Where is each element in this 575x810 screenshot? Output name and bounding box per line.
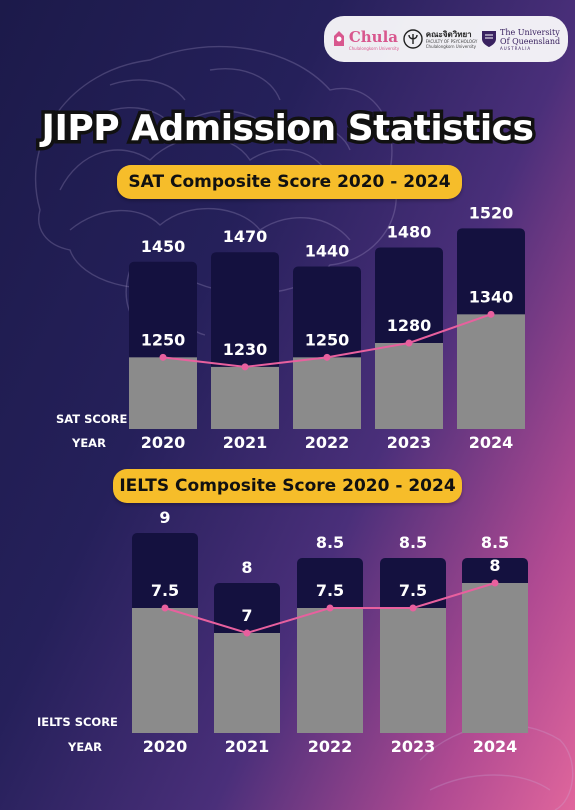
- max-value-label: 8.5: [399, 533, 427, 552]
- y-axis-label: SAT SCORE: [56, 412, 127, 426]
- avg-trend-point: [326, 604, 334, 612]
- avg-trend-point: [405, 339, 413, 347]
- psychology-logo: คณะจิตวิทยา FACULTY OF PSYCHOLOGY Chulal…: [403, 29, 478, 49]
- max-value-label: 8: [241, 558, 252, 577]
- page-title: JIPP Admission Statistics: [38, 105, 537, 153]
- x-axis-label: YEAR: [71, 436, 106, 450]
- avg-value-label: 7.5: [151, 581, 179, 600]
- avg-trend-point: [243, 629, 251, 637]
- year-tick-label: 2021: [223, 433, 268, 452]
- x-axis-label: YEAR: [67, 740, 102, 754]
- max-value-label: 1470: [223, 227, 268, 246]
- avg-bar: [297, 608, 363, 733]
- avg-bar: [214, 633, 280, 733]
- avg-bar: [293, 357, 361, 429]
- avg-value-label: 7.5: [399, 581, 427, 600]
- avg-trend-point: [241, 363, 249, 371]
- avg-bar: [375, 343, 443, 429]
- avg-value-label: 1340: [469, 287, 514, 306]
- psi-emblem-icon: [403, 29, 423, 49]
- chula-name: Chula: [348, 27, 398, 46]
- psychology-name: คณะจิตวิทยา: [425, 29, 472, 39]
- avg-value-label: 7.5: [316, 581, 344, 600]
- avg-trend-point: [159, 353, 167, 361]
- avg-bar: [132, 608, 198, 733]
- uq-crest-icon: [482, 31, 497, 47]
- chula-subtitle: Chulalongkorn University: [348, 45, 400, 51]
- max-value-label: 1440: [305, 242, 350, 261]
- y-axis-label: IELTS SCORE: [37, 715, 118, 729]
- avg-bar: [211, 366, 279, 429]
- avg-trend-point: [323, 353, 331, 361]
- avg-bar: [129, 357, 197, 429]
- max-value-label: 1480: [387, 222, 432, 241]
- year-tick-label: 2022: [308, 737, 353, 756]
- avg-trend-point: [487, 310, 495, 318]
- year-tick-label: 2024: [473, 737, 518, 756]
- ielts-chart-title: IELTS Composite Score 2020 - 2024: [113, 469, 462, 503]
- year-tick-label: 2021: [225, 737, 270, 756]
- avg-value-label: 7: [241, 606, 252, 625]
- avg-bar: [457, 314, 525, 429]
- uq-line-3: AUSTRALIA: [500, 45, 532, 51]
- year-tick-label: 2023: [391, 737, 436, 756]
- max-value-label: 9: [159, 508, 170, 527]
- avg-value-label: 1250: [141, 330, 186, 349]
- avg-value-label: 1230: [223, 340, 268, 359]
- psychology-subtitle: FACULTY OF PSYCHOLOGY: [425, 38, 478, 44]
- avg-value-label: 1250: [305, 330, 350, 349]
- year-tick-label: 2023: [387, 433, 432, 452]
- logo-bar: Chula Chulalongkorn University คณะจิตวิท…: [324, 16, 568, 62]
- avg-bar: [380, 608, 446, 733]
- year-tick-label: 2020: [143, 737, 188, 756]
- year-tick-label: 2024: [469, 433, 514, 452]
- uq-logo: The University Of Queensland AUSTRALIA: [481, 28, 560, 51]
- avg-value-label: 1280: [387, 316, 432, 335]
- max-value-label: 1520: [469, 203, 514, 222]
- chula-emblem-icon: [333, 31, 344, 46]
- max-value-label: 8.5: [316, 533, 344, 552]
- psychology-subtitle-2: Chulalongkorn University: [425, 43, 476, 49]
- avg-bar: [462, 583, 528, 733]
- uq-line-2: Of Queensland: [500, 36, 561, 46]
- avg-trend-point: [491, 579, 499, 587]
- max-value-label: 8.5: [481, 533, 509, 552]
- avg-value-label: 8: [489, 556, 500, 575]
- avg-trend-point: [161, 604, 169, 612]
- year-tick-label: 2022: [305, 433, 350, 452]
- year-tick-label: 2020: [141, 433, 186, 452]
- uq-line-1: The University: [500, 27, 560, 37]
- sat-chart-title: SAT Composite Score 2020 - 2024: [117, 165, 462, 199]
- max-value-label: 1450: [141, 237, 186, 256]
- chula-logo: Chula Chulalongkorn University: [332, 28, 399, 51]
- avg-trend-point: [409, 604, 417, 612]
